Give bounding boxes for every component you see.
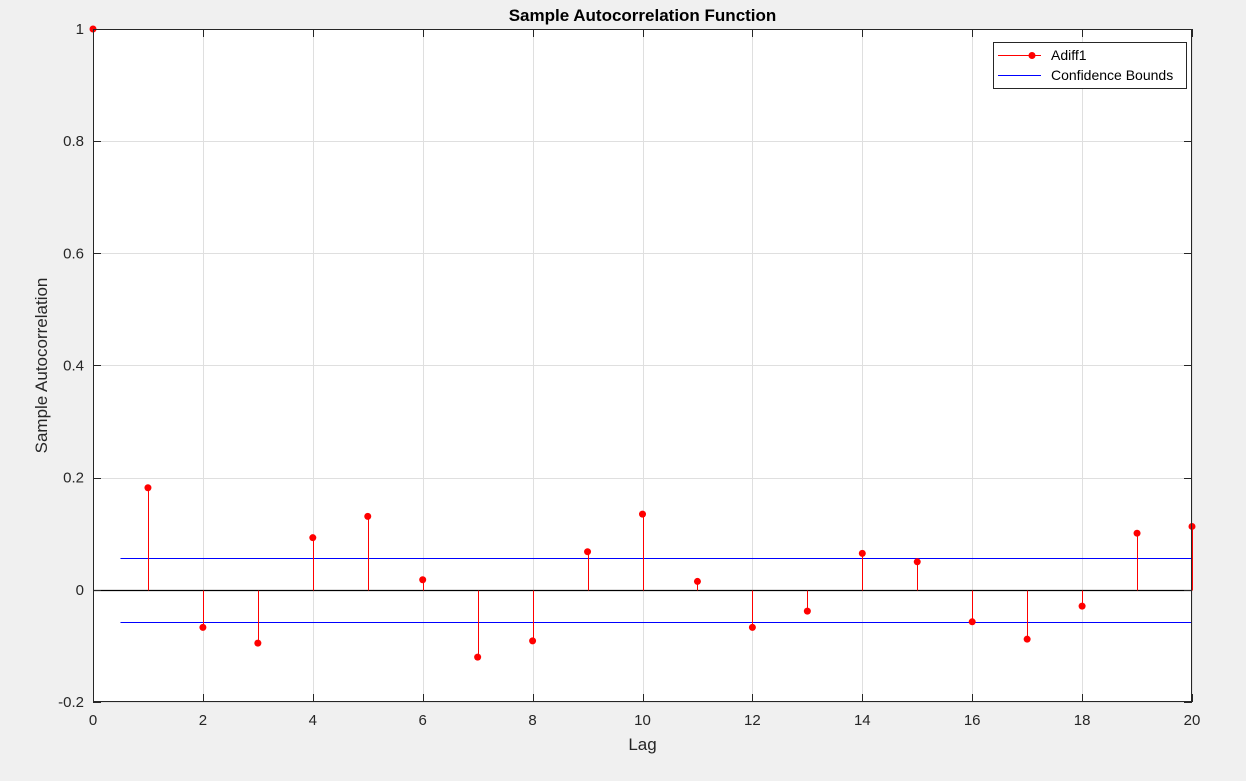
x-tick-label: 4 xyxy=(309,712,317,729)
legend: Adiff1 Confidence Bounds xyxy=(993,42,1187,89)
stem-marker xyxy=(254,639,262,647)
x-tick-label: 16 xyxy=(964,712,981,729)
stem-marker xyxy=(803,607,811,615)
stem-marker xyxy=(913,558,921,566)
tick-layer xyxy=(93,29,1193,703)
y-tick-label: 0.6 xyxy=(63,245,84,262)
legend-adiff1-marker xyxy=(1028,52,1036,59)
x-tick-label: 0 xyxy=(89,712,97,729)
x-tick-label: 20 xyxy=(1184,712,1201,729)
x-tick-label: 10 xyxy=(634,712,651,729)
y-axis-label: Sample Autocorrelation xyxy=(32,278,51,454)
stem-marker xyxy=(858,549,866,557)
stem-marker xyxy=(1133,529,1141,537)
x-tick-label: 6 xyxy=(419,712,427,729)
stem-marker xyxy=(968,618,976,626)
stem-marker xyxy=(529,637,537,645)
y-tick-label: 0.8 xyxy=(63,133,84,150)
stem-marker xyxy=(364,512,372,520)
y-tick-label: 0.4 xyxy=(63,358,84,375)
stem-marker xyxy=(1078,602,1086,610)
x-tick-label: 8 xyxy=(528,712,536,729)
legend-bounds-label: Confidence Bounds xyxy=(1051,67,1173,83)
stem-marker xyxy=(144,484,152,492)
legend-adiff1-label: Adiff1 xyxy=(1051,47,1087,63)
stem-marker xyxy=(584,548,592,556)
y-tick-label: 0 xyxy=(76,582,84,599)
x-tick-label: 18 xyxy=(1074,712,1091,729)
stem-marker xyxy=(1023,635,1031,643)
confidence-bounds-layer xyxy=(120,558,1192,623)
x-axis-label: Lag xyxy=(628,735,656,754)
x-tick-label: 14 xyxy=(854,712,871,729)
x-tick-label: 2 xyxy=(199,712,207,729)
stem-marker xyxy=(693,577,701,585)
stem-marker xyxy=(199,623,207,631)
y-tick-label: 0.2 xyxy=(63,470,84,487)
stem-marker xyxy=(474,653,482,661)
y-tick-label: -0.2 xyxy=(58,694,84,711)
y-tick-label: 1 xyxy=(76,21,84,38)
stem-marker xyxy=(309,534,317,542)
chart-title: Sample Autocorrelation Function xyxy=(509,6,777,25)
stem-marker xyxy=(748,623,756,631)
legend-box xyxy=(993,42,1187,89)
stem-marker xyxy=(419,576,427,584)
stem-marker xyxy=(639,510,646,518)
tick-label-layer: 0 2 4 6 8 10 12 14 16 18 20 -0.2 0 0.2 0.4 0.6 0.8 1 xyxy=(58,21,1200,729)
x-tick-label: 12 xyxy=(744,712,761,729)
